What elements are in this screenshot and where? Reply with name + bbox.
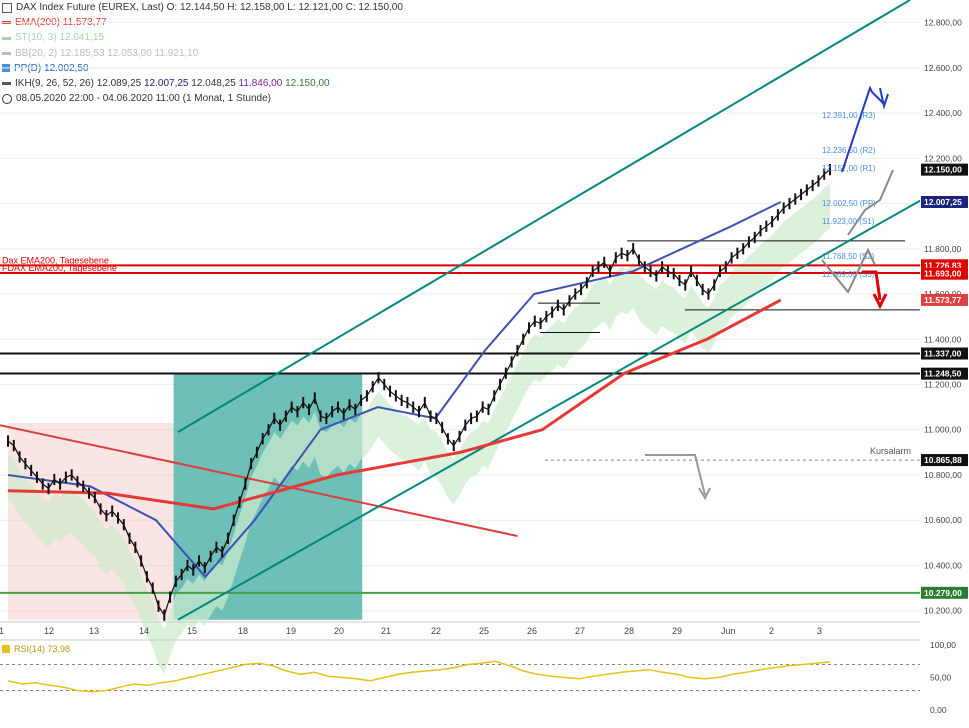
channel-upper-line <box>177 0 911 433</box>
y-tick-label: 10.400,00 <box>924 560 962 570</box>
pivot-label: 11.768,50 (S2) <box>822 252 875 261</box>
level-label: Dax EMA200, Tagesebene <box>2 255 109 265</box>
downtrend-line <box>0 424 518 538</box>
y-tick-label: 12.400,00 <box>924 108 962 118</box>
st-swatch <box>2 36 11 40</box>
pivot-label: 12.157,00 (R1) <box>822 164 876 173</box>
scenario-zigzag-arrow <box>821 247 876 294</box>
price-label-box <box>921 586 968 599</box>
price-label-box <box>921 195 968 208</box>
scenario-alarm-arrow <box>645 454 706 496</box>
alarm-label: Kursalarm <box>870 446 911 456</box>
price-label-box <box>921 347 968 360</box>
price-label: 11.248,50 <box>924 369 962 379</box>
x-tick-label: 14 <box>139 626 149 636</box>
pivot-label: 11.689,00 (S3) <box>822 270 875 279</box>
scenario-alarm-arrow-head <box>698 487 711 501</box>
price-label-box <box>921 293 968 306</box>
level-label: FDAX EMA200, Tagesebene <box>2 263 117 273</box>
y-tick-label: 10.200,00 <box>924 606 962 616</box>
y-tick-label: 12.600,00 <box>924 63 962 73</box>
rsi-tick-label: 0,00 <box>930 705 947 715</box>
legend-st[interactable]: ST(10, 3) 12.041,15 <box>2 30 403 45</box>
x-tick-label: 27 <box>575 626 585 636</box>
x-tick-label: 1 <box>0 626 4 636</box>
bb-swatch <box>2 51 11 55</box>
x-tick-label: 20 <box>334 626 344 636</box>
x-tick-label: 3 <box>817 626 822 636</box>
pp-swatch <box>2 64 10 73</box>
price-label: 10.279,00 <box>924 588 962 598</box>
x-tick-label: 26 <box>527 626 537 636</box>
legend-header: DAX Index Future (EUREX, Last) O: 12.144… <box>2 0 403 15</box>
price-axis <box>920 0 969 728</box>
rsi-legend: RSI(14) 73,98 <box>14 644 70 654</box>
rsi-tick-label: 100,00 <box>930 640 956 650</box>
rsi-tick-label: 50,00 <box>930 673 952 683</box>
clock-icon <box>2 93 12 104</box>
x-tick-label: 28 <box>624 626 634 636</box>
rsi-swatch <box>2 645 10 653</box>
price-label-box <box>921 163 968 176</box>
pivot-label: 11.923,00 (S1) <box>822 217 875 226</box>
legend-ikh[interactable]: IKH(9, 26, 52, 26) 12.089,25 12.007,25 1… <box>2 76 403 91</box>
scenario-grey-arrow <box>847 169 894 236</box>
x-tick-label: 19 <box>286 626 296 636</box>
x-tick-label: 29 <box>672 626 682 636</box>
pivot-label: 12.391,00 (R3) <box>822 111 876 120</box>
y-tick-label: 10.600,00 <box>924 515 962 525</box>
x-tick-label: Jun <box>721 626 736 636</box>
y-tick-label: 11.800,00 <box>924 244 961 254</box>
legend-range: 08.05.2020 22:00 - 04.06.2020 11:00 (1 M… <box>2 91 403 106</box>
y-tick-label: 12.200,00 <box>924 153 962 163</box>
price-label: 12.007,25 <box>924 197 962 207</box>
y-tick-label: 12.800,00 <box>924 18 962 28</box>
x-tick-label: 21 <box>381 626 391 636</box>
ema200-line <box>7 298 782 511</box>
price-label-box <box>921 267 968 280</box>
price-label: 10.865,88 <box>924 455 962 465</box>
pivot-label: 12.002,50 (PP) <box>822 199 876 208</box>
y-tick-label: 11.000,00 <box>924 425 961 435</box>
scenario-down-arrow-head <box>872 293 888 310</box>
scenario-up-arrow <box>841 85 886 173</box>
scenario-up-arrow-head <box>879 87 889 110</box>
x-tick-label: 12 <box>44 626 54 636</box>
y-tick-label: 10.800,00 <box>924 470 962 480</box>
ichimoku-cloud <box>8 183 830 674</box>
rsi-line <box>7 660 831 693</box>
x-tick-label: 22 <box>431 626 441 636</box>
ikh-swatch <box>2 82 11 86</box>
price-label: 11.693,00 <box>924 269 962 279</box>
price-label: 12.150,00 <box>924 165 962 175</box>
x-tick-label: 18 <box>238 626 248 636</box>
x-tick-label: 15 <box>187 626 197 636</box>
price-label-box <box>921 454 968 467</box>
scenario-down-arrow <box>862 270 882 301</box>
x-tick-label: 2 <box>769 626 774 636</box>
y-tick-label: 11.200,00 <box>924 380 961 390</box>
price-label: 11.573,77 <box>924 295 962 305</box>
x-tick-label: 13 <box>89 626 99 636</box>
price-label: 11.726,83 <box>924 260 962 270</box>
price-label: 11.337,00 <box>924 349 962 359</box>
instrument-icon <box>2 2 12 13</box>
legend-bb[interactable]: BB(20, 2) 12.185,53 12.053,00 11.921,10 <box>2 46 403 61</box>
y-tick-label: 11.400,00 <box>924 334 961 344</box>
price-label-box <box>921 367 968 380</box>
channel-lower-line <box>177 180 956 621</box>
x-tick-label: 25 <box>479 626 489 636</box>
